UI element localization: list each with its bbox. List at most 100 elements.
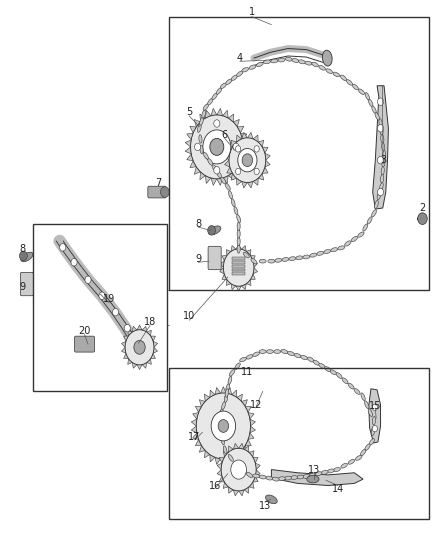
Ellipse shape: [303, 255, 310, 259]
Ellipse shape: [285, 476, 291, 480]
Ellipse shape: [353, 84, 358, 90]
Polygon shape: [249, 451, 254, 457]
Ellipse shape: [223, 446, 227, 454]
Ellipse shape: [348, 383, 354, 389]
Ellipse shape: [307, 475, 319, 483]
Polygon shape: [250, 419, 255, 426]
Circle shape: [113, 309, 119, 316]
Ellipse shape: [319, 364, 325, 368]
Ellipse shape: [382, 159, 385, 167]
Ellipse shape: [301, 356, 307, 360]
Ellipse shape: [243, 252, 249, 258]
Polygon shape: [236, 286, 241, 291]
Polygon shape: [222, 274, 227, 279]
Ellipse shape: [264, 60, 271, 64]
Ellipse shape: [242, 68, 249, 72]
Circle shape: [211, 411, 236, 441]
Ellipse shape: [371, 427, 374, 435]
Polygon shape: [217, 178, 223, 185]
Polygon shape: [232, 455, 237, 462]
Ellipse shape: [234, 207, 238, 215]
Bar: [232, 257, 245, 260]
Ellipse shape: [274, 350, 281, 353]
Text: 7: 7: [155, 177, 161, 188]
Ellipse shape: [341, 463, 347, 468]
Circle shape: [214, 166, 220, 174]
Polygon shape: [200, 172, 205, 180]
Polygon shape: [194, 119, 201, 127]
Polygon shape: [272, 470, 363, 486]
Ellipse shape: [199, 135, 202, 143]
Ellipse shape: [331, 248, 338, 252]
Ellipse shape: [299, 60, 305, 64]
Polygon shape: [210, 455, 215, 462]
Circle shape: [125, 330, 154, 365]
Polygon shape: [247, 181, 253, 188]
Ellipse shape: [268, 260, 275, 263]
Ellipse shape: [229, 191, 233, 199]
Ellipse shape: [208, 226, 221, 235]
Text: 9: 9: [19, 282, 25, 292]
Text: 12: 12: [250, 400, 262, 410]
Circle shape: [214, 120, 220, 127]
Polygon shape: [187, 154, 193, 161]
Ellipse shape: [312, 62, 318, 67]
Polygon shape: [245, 406, 251, 413]
Circle shape: [378, 157, 384, 164]
Polygon shape: [147, 330, 151, 336]
Ellipse shape: [212, 93, 217, 100]
Ellipse shape: [212, 165, 217, 172]
Polygon shape: [228, 114, 234, 122]
Polygon shape: [221, 459, 226, 465]
Polygon shape: [132, 362, 137, 368]
Ellipse shape: [317, 251, 324, 255]
Ellipse shape: [290, 475, 297, 479]
Polygon shape: [237, 394, 242, 401]
Polygon shape: [242, 132, 247, 139]
Circle shape: [242, 154, 253, 166]
Ellipse shape: [230, 369, 235, 376]
Ellipse shape: [363, 224, 367, 231]
Circle shape: [372, 404, 378, 410]
Circle shape: [378, 125, 384, 132]
Polygon shape: [241, 284, 246, 289]
Polygon shape: [217, 108, 223, 116]
Polygon shape: [228, 446, 233, 453]
Ellipse shape: [219, 427, 222, 435]
Ellipse shape: [203, 104, 208, 110]
Ellipse shape: [369, 439, 374, 445]
Ellipse shape: [333, 467, 340, 472]
Circle shape: [208, 225, 215, 235]
Ellipse shape: [228, 376, 232, 384]
Ellipse shape: [259, 260, 266, 263]
Polygon shape: [253, 261, 258, 268]
Polygon shape: [142, 362, 147, 368]
Ellipse shape: [358, 232, 364, 237]
Ellipse shape: [289, 257, 296, 261]
Ellipse shape: [240, 357, 246, 362]
Polygon shape: [205, 394, 210, 401]
Polygon shape: [124, 353, 128, 359]
Polygon shape: [253, 476, 258, 482]
Polygon shape: [200, 114, 205, 122]
FancyBboxPatch shape: [208, 246, 221, 270]
Ellipse shape: [375, 112, 379, 120]
Ellipse shape: [360, 449, 366, 456]
Circle shape: [231, 460, 247, 479]
Polygon shape: [231, 140, 237, 147]
Circle shape: [191, 115, 243, 179]
Circle shape: [210, 139, 224, 156]
Text: 18: 18: [144, 317, 156, 327]
Ellipse shape: [228, 455, 233, 462]
Polygon shape: [265, 160, 270, 167]
Ellipse shape: [297, 475, 304, 479]
Ellipse shape: [379, 119, 382, 127]
Ellipse shape: [216, 171, 222, 178]
Ellipse shape: [246, 354, 253, 359]
Text: 1: 1: [249, 7, 255, 18]
Polygon shape: [190, 161, 196, 167]
Polygon shape: [222, 256, 227, 261]
Ellipse shape: [259, 475, 266, 479]
Polygon shape: [142, 326, 147, 332]
Ellipse shape: [231, 199, 235, 207]
